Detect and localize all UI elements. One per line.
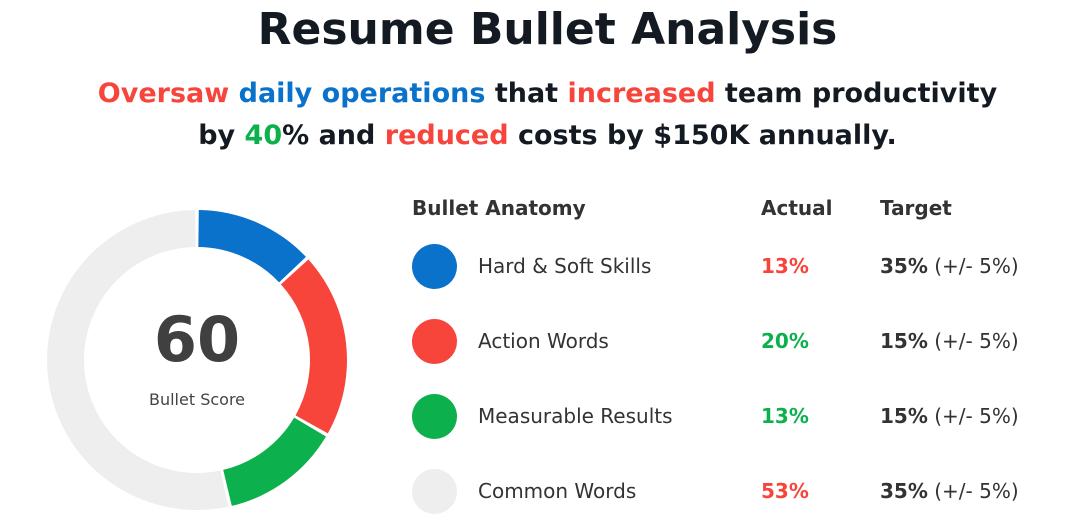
legend-dot-icon	[412, 469, 457, 514]
target-value: 35%	[880, 254, 928, 278]
row-target: 35% (+/- 5%)	[880, 254, 1019, 278]
bullet-text-line-1: Oversaw daily operations that increased …	[0, 78, 1087, 109]
bullet-segment-dark: by	[198, 120, 245, 151]
target-tolerance: (+/- 5%)	[934, 254, 1019, 278]
score-donut-chart	[47, 210, 347, 510]
bullet-segment-red: increased	[567, 78, 716, 109]
table-row: Common Words 53% 35% (+/- 5%)	[412, 469, 1072, 519]
header-anatomy: Bullet Anatomy	[412, 196, 586, 220]
row-target: 15% (+/- 5%)	[880, 404, 1019, 428]
bullet-segment-red: reduced	[384, 120, 509, 151]
target-value: 35%	[880, 479, 928, 503]
donut-segment-measurable-results	[223, 417, 326, 506]
table-row: Action Words 20% 15% (+/- 5%)	[412, 319, 1072, 369]
header-target: Target	[880, 196, 952, 220]
bullet-segment-red: Oversaw	[97, 78, 230, 109]
page-title: Resume Bullet Analysis	[257, 4, 838, 55]
row-target: 15% (+/- 5%)	[880, 329, 1019, 353]
score-label: Bullet Score	[148, 390, 246, 409]
target-tolerance: (+/- 5%)	[934, 404, 1019, 428]
legend-dot-icon	[412, 394, 457, 439]
donut-segment-hard-soft-skills	[198, 210, 306, 283]
target-value: 15%	[880, 404, 928, 428]
bullet-segment-green: 40	[244, 120, 283, 151]
header-actual: Actual	[761, 196, 833, 220]
bullet-segment-blue: daily operations	[238, 78, 486, 109]
target-tolerance: (+/- 5%)	[934, 329, 1019, 353]
bullet-text-line-2: by 40% and reduced costs by $150K annual…	[0, 120, 1087, 151]
row-actual: 53%	[761, 479, 809, 503]
donut-segment-common-words	[47, 210, 229, 510]
row-label: Common Words	[478, 479, 637, 503]
row-target: 35% (+/- 5%)	[880, 479, 1019, 503]
donut-segment-action-words	[280, 259, 347, 434]
row-actual: 13%	[761, 254, 809, 278]
row-label: Hard & Soft Skills	[478, 254, 652, 278]
target-tolerance: (+/- 5%)	[934, 479, 1019, 503]
bullet-segment-dark: team productivity	[715, 78, 998, 109]
row-actual: 20%	[761, 329, 809, 353]
bullet-segment-dark: % and	[282, 120, 385, 151]
table-row: Hard & Soft Skills 13% 35% (+/- 5%)	[412, 244, 1072, 294]
target-value: 15%	[880, 329, 928, 353]
row-label: Measurable Results	[478, 404, 673, 428]
bullet-segment-dark: that	[485, 78, 568, 109]
row-actual: 13%	[761, 404, 809, 428]
legend-dot-icon	[412, 319, 457, 364]
table-row: Measurable Results 13% 15% (+/- 5%)	[412, 394, 1072, 444]
bullet-segment-dark: costs by $150K annually.	[508, 120, 897, 151]
legend-dot-icon	[412, 244, 457, 289]
bullet-segment-dark	[229, 78, 238, 109]
row-label: Action Words	[478, 329, 609, 353]
score-value: 60	[153, 303, 241, 376]
